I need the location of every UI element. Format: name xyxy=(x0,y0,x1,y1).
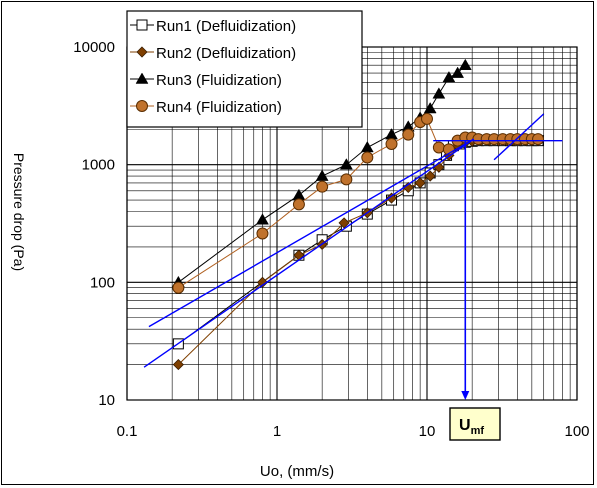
data-point xyxy=(256,276,269,288)
data-point xyxy=(458,58,472,70)
y-tick-label: 1000 xyxy=(82,157,115,174)
y-tick-label: 10000 xyxy=(73,39,115,56)
annotation-layer: Umf xyxy=(143,113,563,441)
data-point xyxy=(385,128,398,140)
x-tick-label: 100 xyxy=(564,423,589,440)
x-tick-label: 0.1 xyxy=(117,423,138,440)
data-point xyxy=(414,177,426,189)
data-point xyxy=(172,281,185,294)
y-tick-labels: 10 100 1000 10000 xyxy=(73,39,115,409)
data-point xyxy=(135,72,149,84)
data-point xyxy=(136,19,148,31)
data-point xyxy=(532,133,545,146)
data-point xyxy=(339,158,353,170)
legend-box xyxy=(126,10,363,128)
legend-label: Run3 (Fluidization) xyxy=(156,72,282,89)
data-point xyxy=(421,112,433,125)
legend-label: Run2 (Defluidization) xyxy=(156,45,296,62)
legend: Run1 (Defluidization) Run2 (Defluidizatio… xyxy=(126,10,363,128)
x-tick-labels: 0.1 1 10 100 xyxy=(117,423,590,440)
y-tick-label: 100 xyxy=(90,274,115,291)
fit-line-lower xyxy=(143,138,475,368)
data-point xyxy=(451,66,465,78)
data-point xyxy=(402,181,414,194)
data-point xyxy=(172,359,184,371)
data-point xyxy=(315,169,329,181)
legend-label: Run4 (Fluidization) xyxy=(156,99,282,116)
y-axis-label: Pressure drop (Pa) xyxy=(11,153,27,271)
data-point xyxy=(136,100,148,112)
umf-label: Umf xyxy=(459,417,484,437)
data-point xyxy=(385,192,398,204)
series-2 xyxy=(172,135,544,371)
data-point xyxy=(432,87,446,99)
x-tick-label: 1 xyxy=(273,423,281,440)
fit-line-upper xyxy=(148,138,475,328)
data-point xyxy=(424,170,436,182)
y-tick-label: 10 xyxy=(98,392,115,409)
data-point xyxy=(385,137,398,150)
x-tick-label: 10 xyxy=(419,423,436,440)
data-point xyxy=(360,140,374,153)
data-point xyxy=(340,173,353,186)
data-point xyxy=(256,213,269,225)
data-point xyxy=(432,141,445,154)
data-point xyxy=(136,46,148,58)
data-point xyxy=(402,128,415,141)
data-point xyxy=(292,198,305,211)
data-point xyxy=(338,217,350,229)
legend-label: Run1 (Defluidization) xyxy=(156,18,296,35)
data-point xyxy=(423,102,437,114)
data-point xyxy=(256,227,269,240)
data-point xyxy=(361,151,374,164)
fit-line-steep xyxy=(493,113,545,161)
data-point xyxy=(316,180,329,193)
umf-arrow-head xyxy=(461,391,470,400)
x-axis-label: Uo, (mm/s) xyxy=(260,463,334,480)
umf-label-box xyxy=(449,407,501,441)
